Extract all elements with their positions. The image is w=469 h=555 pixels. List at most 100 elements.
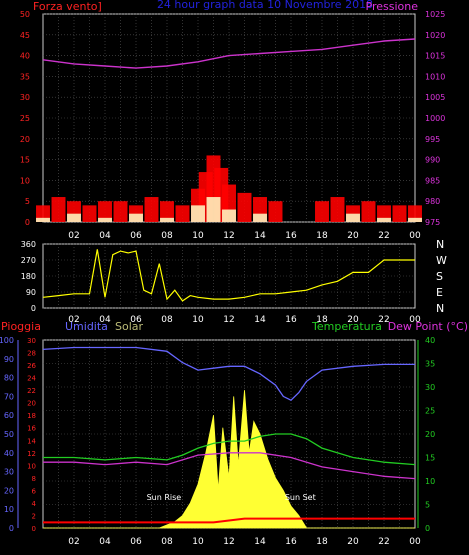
p2-y-tick-label: 180 <box>21 272 36 281</box>
p1-bar-wind-speed <box>175 205 190 222</box>
p2-y-tick-label: 360 <box>21 240 36 249</box>
p1-bar-gust <box>98 217 112 222</box>
p3-right-tick-label: 15 <box>425 454 435 463</box>
p1-x-tick-label: 08 <box>161 231 173 241</box>
wind-speed-label: Forza vento] <box>33 0 102 13</box>
p1-line-pressure <box>42 38 416 69</box>
p3-right-tick-label: 25 <box>425 407 435 416</box>
p2-compass-letter: N <box>436 302 444 315</box>
p1-left-tick-label: 5 <box>25 197 30 206</box>
p3-left-tick-label: 10 <box>4 505 14 514</box>
p3-inner-tick-label: 6 <box>32 487 37 495</box>
p1-bar-wind-speed <box>160 201 174 222</box>
humidity-label: Umidita <box>65 320 108 333</box>
p1-bar-wind-speed <box>98 201 112 222</box>
p3-x-tick-label: 14 <box>254 537 266 547</box>
p3-inner-tick-label: 20 <box>27 400 36 408</box>
p2-compass-letter: W <box>436 254 447 267</box>
p3-inner-tick-label: 16 <box>27 425 36 433</box>
p1-bar-wind-speed <box>330 197 345 222</box>
p1-left-tick-label: 40 <box>20 52 30 61</box>
p2-x-tick-label: 08 <box>161 315 173 325</box>
p2-y-tick-label: 270 <box>21 256 36 265</box>
p3-inner-tick-label: 8 <box>32 475 36 483</box>
p3-line-dewpoint <box>43 452 416 480</box>
p1-bar-gust <box>36 217 50 222</box>
p1-x-tick-label: 06 <box>130 231 142 241</box>
p3-x-tick-label: 06 <box>130 537 142 547</box>
p1-bar-gust <box>253 213 267 222</box>
pressure-label: Pressione <box>366 0 419 13</box>
p3-line-humidity <box>42 346 415 401</box>
p3-inner-tick-label: 10 <box>27 462 36 470</box>
p1-x-tick-label: 10 <box>192 231 204 241</box>
p3-right-tick-label: 20 <box>425 430 435 439</box>
p3-x-tick-label: 20 <box>347 537 359 547</box>
p1-right-tick-label: 985 <box>425 176 440 185</box>
p1-bar-gust <box>160 217 174 222</box>
p2-compass-letter: N <box>436 238 444 251</box>
p1-right-tick-label: 995 <box>425 135 440 144</box>
p1-right-tick-label: 1020 <box>425 31 445 40</box>
p1-bar-wind-speed <box>392 205 407 222</box>
p1-right-tick-label: 1000 <box>425 114 445 123</box>
p3-inner-tick-label: 26 <box>27 362 36 370</box>
p2-line-wind-direction <box>42 249 415 302</box>
p3-inner-tick-label: 18 <box>27 412 36 420</box>
temperature-label: Temperatura <box>311 320 382 333</box>
p2-x-tick-label: 00 <box>409 315 421 325</box>
p3-inner-tick-label: 22 <box>27 387 36 395</box>
p1-x-tick-label: 18 <box>316 231 328 241</box>
p2-x-tick-label: 04 <box>99 315 111 325</box>
p1-bar-gust <box>408 217 422 222</box>
p2-compass-letter: S <box>436 270 443 283</box>
p2-x-tick-label: 18 <box>316 315 328 325</box>
p1-left-tick-label: 35 <box>20 72 30 81</box>
p1-right-tick-label: 1025 <box>425 10 445 19</box>
p3-line-temperature <box>43 433 416 466</box>
p3-x-tick-label: 08 <box>161 537 173 547</box>
p3-x-tick-label: 02 <box>68 537 79 547</box>
p1-bar-gust <box>346 213 360 222</box>
p1-right-tick-label: 980 <box>425 197 440 206</box>
p2-x-tick-label: 02 <box>68 315 79 325</box>
p1-right-tick-label: 1005 <box>425 93 445 102</box>
p3-x-tick-label: 10 <box>192 537 204 547</box>
p1-x-tick-label: 14 <box>254 231 266 241</box>
p3-inner-tick-label: 30 <box>27 337 36 345</box>
p3-left-tick-label: 50 <box>4 430 14 439</box>
p3-area-solar <box>43 390 415 529</box>
p2-x-tick-label: 22 <box>378 315 389 325</box>
p2-x-tick-label: 14 <box>254 315 266 325</box>
p1-bar-wind-speed <box>237 192 252 222</box>
p3-left-tick-label: 40 <box>4 449 14 458</box>
p1-x-tick-label: 04 <box>99 231 111 241</box>
p1-bar-wind-speed <box>361 201 376 222</box>
p3-line-rain <box>43 517 415 524</box>
p1-left-tick-label: 30 <box>20 93 30 102</box>
p1-bar-gust <box>206 197 221 222</box>
p2-x-tick-label: 10 <box>192 315 204 325</box>
p3-x-tick-label: 04 <box>99 537 111 547</box>
p3-left-tick-label: 80 <box>4 374 14 383</box>
p1-left-tick-label: 20 <box>20 135 30 144</box>
p1-bar-wind-speed <box>144 197 159 222</box>
p3-left-tick-label: 60 <box>4 411 14 420</box>
p3-left-tick-label: 20 <box>4 486 14 495</box>
p1-x-tick-label: 16 <box>285 231 297 241</box>
p3-x-tick-label: 22 <box>378 537 389 547</box>
p3-left-tick-label: 30 <box>4 468 14 477</box>
p1-bar-gust <box>129 213 143 222</box>
p1-left-tick-label: 45 <box>20 31 30 40</box>
p1-right-tick-label: 990 <box>425 156 440 165</box>
p3-right-tick-label: 35 <box>425 360 435 369</box>
rain-label: Pioggia <box>1 320 41 333</box>
p3-inner-tick-label: 24 <box>27 375 36 383</box>
p3-right-tick-label: 30 <box>425 383 435 392</box>
p1-bar-wind-speed <box>51 197 66 222</box>
solar-label: Solar <box>115 320 144 333</box>
p2-y-tick-label: 90 <box>26 288 36 297</box>
p3-inner-tick-label: 28 <box>27 350 36 358</box>
